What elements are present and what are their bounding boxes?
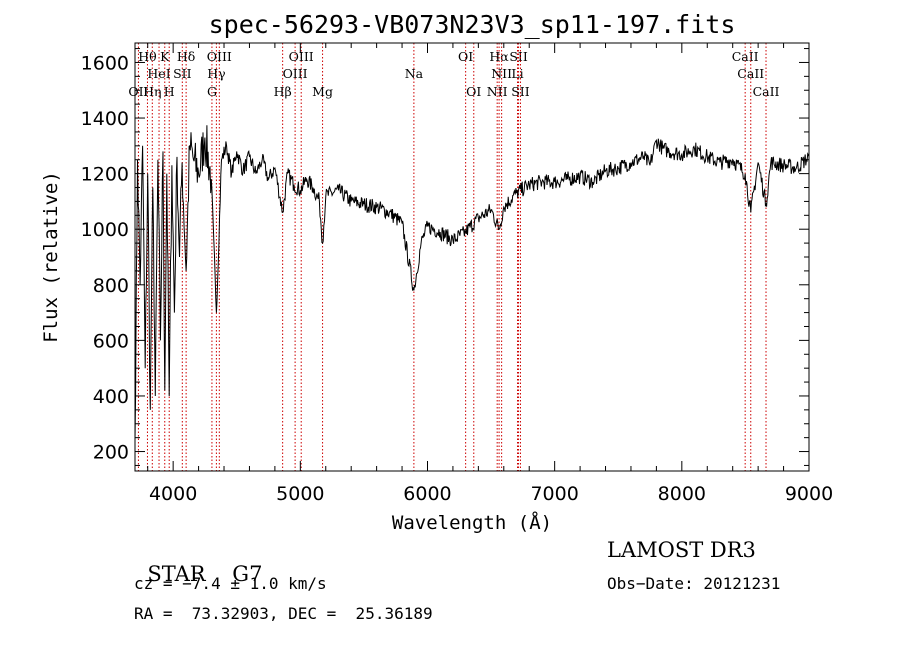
spectral-line-label: OIII — [289, 49, 314, 64]
spectral-lines-layer: OII Hθ Hη HeI K H SII Hδ G Hγ OIII Hβ OIII OIII Mg Na OI… — [128, 43, 780, 471]
spectral-line-label: Hα — [489, 49, 509, 64]
class-label: STAR — [147, 562, 206, 586]
y-tick-label: 1200 — [81, 164, 129, 186]
y-tick-label: 1400 — [81, 108, 129, 130]
y-tick-label: 600 — [93, 330, 129, 352]
spectral-line-label: NII — [491, 66, 512, 81]
spectral-line-label: K — [160, 49, 170, 64]
spectral-line-label: OIII — [283, 66, 308, 81]
y-tick-label: 800 — [93, 275, 129, 297]
spectral-line-label: NII — [487, 84, 508, 99]
spectral-line-label: H — [164, 84, 175, 99]
spectral-line-label: SII — [509, 49, 528, 64]
spectral-line-label: HeI — [147, 66, 170, 81]
object-class: STAR G7 — [134, 538, 262, 586]
chart-title: spec-56293-VB073N23V3_sp11-197.fits — [209, 10, 736, 39]
spectral-line-label: OI — [458, 49, 473, 64]
spectral-line-label: CaII — [753, 84, 780, 99]
y-tick-label: 400 — [93, 386, 129, 408]
spectral-line-label: Li — [511, 66, 523, 81]
spectral-line-label: SII — [173, 66, 192, 81]
spectral-line-label: CaII — [737, 66, 764, 81]
spectral-line-label: Hδ — [177, 49, 195, 64]
spectral-line-label: Hγ — [207, 66, 225, 81]
spectrum-layer — [134, 125, 810, 441]
y-tick-label: 1000 — [81, 219, 129, 241]
axis-ticks-layer: 4000 5000 6000 7000 8000 9000 200 400 600 800 1000… — [81, 43, 833, 505]
spectral-line-label: OI — [466, 84, 481, 99]
x-tick-label: 7000 — [530, 483, 578, 505]
spectral-line-label: CaII — [732, 49, 759, 64]
spectral-line-label: OII — [128, 84, 148, 99]
survey-label: LAMOST DR3 — [607, 538, 756, 562]
y-tick-label: 1600 — [81, 52, 129, 74]
obs-date-text: Obs−Date: 20121231 — [607, 574, 781, 593]
spectral-line-label: Hη — [143, 84, 161, 99]
spectral-line-label: OIII — [207, 49, 232, 64]
x-axis-label: Wavelength (Å) — [392, 511, 552, 534]
spectral-line-label: G — [207, 84, 217, 99]
spectral-line-label: Hθ — [138, 49, 156, 64]
spectral-line-label: Na — [405, 66, 424, 81]
x-tick-label: 4000 — [149, 483, 197, 505]
y-axis-label: Flux (relative) — [40, 171, 62, 343]
x-tick-label: 8000 — [658, 483, 706, 505]
x-tick-label: 6000 — [403, 483, 451, 505]
subclass-label: G7 — [232, 562, 263, 586]
spectrum-series-line — [134, 125, 810, 441]
coordinates-text: RA = 73.32903, DEC = 25.36189 — [134, 604, 433, 623]
x-tick-label: 9000 — [785, 483, 833, 505]
plot-frame — [134, 42, 810, 472]
spectral-line-label: Mg — [312, 84, 333, 99]
redshift-text: cz = −7.4 ± 1.0 km/s — [134, 574, 327, 593]
y-tick-label: 200 — [93, 442, 129, 464]
spectral-line-label: SII — [511, 84, 530, 99]
x-tick-label: 5000 — [276, 483, 324, 505]
spectral-line-label: Hβ — [274, 84, 292, 99]
